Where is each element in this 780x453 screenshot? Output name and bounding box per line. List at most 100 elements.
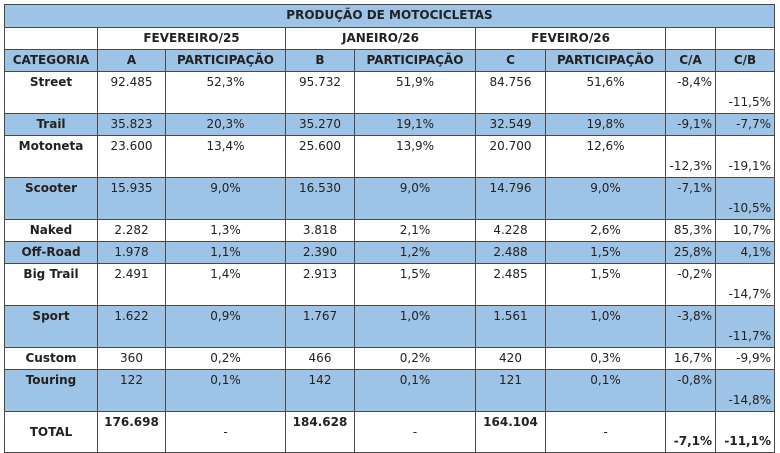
value-cell: 9,0% xyxy=(545,177,666,220)
value-cell: 9,0% xyxy=(165,177,286,220)
value-cell: 1,3% xyxy=(165,219,286,242)
value-cell: 13,9% xyxy=(354,135,476,178)
value-cell: 19,8% xyxy=(545,113,666,136)
value-cell: -8,4% xyxy=(665,71,716,114)
table-row-trail: Trail 35.823 20,3% 35.270 19,1% 32.549 19,8% -9… xyxy=(4,113,775,136)
value-cell: 1.767 xyxy=(285,305,355,348)
value-cell: 32.549 xyxy=(475,113,546,136)
value-cell: 25,8% xyxy=(665,241,716,264)
table-row-sport: Sport 1.622 0,9% 1.767 1,0% 1.561 1,0% -3,8% -11… xyxy=(4,305,775,348)
value-cell: 0,9% xyxy=(165,305,286,348)
value-cell: -7,7% xyxy=(715,113,775,136)
value-cell: 12,6% xyxy=(545,135,666,178)
total-cell: -7,1% xyxy=(665,411,716,453)
value-cell: 0,1% xyxy=(354,369,476,412)
value-cell: 35.823 xyxy=(97,113,166,136)
period-header: JANEIRO/26 xyxy=(285,27,476,50)
column-header: B xyxy=(285,49,355,72)
value-cell: 1,1% xyxy=(165,241,286,264)
value-cell: 1,0% xyxy=(545,305,666,348)
table-row-street: Street 92.485 52,3% 95.732 51,9% 84.756 51,6% -… xyxy=(4,71,775,114)
value-cell: 1,5% xyxy=(545,263,666,306)
category-cell: Off-Road xyxy=(4,241,98,264)
value-cell: 16,7% xyxy=(665,347,716,370)
value-cell: 10,7% xyxy=(715,219,775,242)
total-cell: - xyxy=(545,411,666,453)
value-cell: 51,6% xyxy=(545,71,666,114)
value-cell: 23.600 xyxy=(97,135,166,178)
total-cell: -11,1% xyxy=(715,411,775,453)
value-cell: -9,1% xyxy=(665,113,716,136)
value-cell: 1.978 xyxy=(97,241,166,264)
value-cell: 51,9% xyxy=(354,71,476,114)
value-cell: 2,1% xyxy=(354,219,476,242)
table-row-off-road: Off-Road 1.978 1,1% 2.390 1,2% 2.488 1,5% 25,8%… xyxy=(4,241,775,264)
value-cell: 466 xyxy=(285,347,355,370)
column-header: PARTICIPAÇÃO xyxy=(354,49,476,72)
value-cell: 2.913 xyxy=(285,263,355,306)
value-cell: 14.796 xyxy=(475,177,546,220)
value-cell: -14,8% xyxy=(715,369,775,412)
category-cell: Trail xyxy=(4,113,98,136)
value-cell: 13,4% xyxy=(165,135,286,178)
value-cell: 360 xyxy=(97,347,166,370)
table-row-naked: Naked 2.282 1,3% 3.818 2,1% 4.228 2,6% 85,3% 10,… xyxy=(4,219,775,242)
value-cell: 20,3% xyxy=(165,113,286,136)
value-cell: -11,7% xyxy=(715,305,775,348)
value-cell: 16.530 xyxy=(285,177,355,220)
category-cell: Scooter xyxy=(4,177,98,220)
value-cell: -14,7% xyxy=(715,263,775,306)
value-cell: 2.390 xyxy=(285,241,355,264)
value-cell: 9,0% xyxy=(354,177,476,220)
value-cell: -7,1% xyxy=(665,177,716,220)
value-cell: -3,8% xyxy=(665,305,716,348)
value-cell: 2.488 xyxy=(475,241,546,264)
total-cell: 176.698 xyxy=(97,411,166,453)
category-cell: Custom xyxy=(4,347,98,370)
value-cell: 20.700 xyxy=(475,135,546,178)
value-cell: 2.491 xyxy=(97,263,166,306)
category-cell: Naked xyxy=(4,219,98,242)
value-cell: -10,5% xyxy=(715,177,775,220)
column-header: A xyxy=(97,49,166,72)
value-cell: 3.818 xyxy=(285,219,355,242)
production-table: PRODUÇÃO DE MOTOCICLETAS FEVEREIRO/25 JA… xyxy=(4,4,775,453)
category-cell: Sport xyxy=(4,305,98,348)
column-header: CATEGORIA xyxy=(4,49,98,72)
value-cell: 2.485 xyxy=(475,263,546,306)
value-cell: 142 xyxy=(285,369,355,412)
value-cell: 1,0% xyxy=(354,305,476,348)
value-cell: -9,9% xyxy=(715,347,775,370)
value-cell: -12,3% xyxy=(665,135,716,178)
column-header: PARTICIPAÇÃO xyxy=(545,49,666,72)
value-cell: 1,5% xyxy=(545,241,666,264)
value-cell: -11,5% xyxy=(715,71,775,114)
period-header: FEVEREIRO/25 xyxy=(97,27,286,50)
value-cell: 0,1% xyxy=(545,369,666,412)
value-cell: 0,2% xyxy=(354,347,476,370)
table-row-motoneta: Motoneta 23.600 13,4% 25.600 13,9% 20.700 12,6… xyxy=(4,135,775,178)
value-cell: 92.485 xyxy=(97,71,166,114)
column-header: C/B xyxy=(715,49,775,72)
category-cell: Big Trail xyxy=(4,263,98,306)
value-cell: 52,3% xyxy=(165,71,286,114)
value-cell: 420 xyxy=(475,347,546,370)
value-cell: 19,1% xyxy=(354,113,476,136)
total-label: TOTAL xyxy=(4,411,98,453)
value-cell: 0,2% xyxy=(165,347,286,370)
value-cell: 1,2% xyxy=(354,241,476,264)
value-cell: 121 xyxy=(475,369,546,412)
value-cell: 2,6% xyxy=(545,219,666,242)
table-row-custom: Custom 360 0,2% 466 0,2% 420 0,3% 16,7% -9,9% xyxy=(4,347,775,370)
table-row-touring: Touring 122 0,1% 142 0,1% 121 0,1% -0,8% -14,8% xyxy=(4,369,775,412)
total-cell: - xyxy=(165,411,286,453)
table-row-scooter: Scooter 15.935 9,0% 16.530 9,0% 14.796 9,0% -7,… xyxy=(4,177,775,220)
value-cell: 1.561 xyxy=(475,305,546,348)
value-cell: 0,3% xyxy=(545,347,666,370)
value-cell: 1,4% xyxy=(165,263,286,306)
value-cell: 2.282 xyxy=(97,219,166,242)
value-cell: 0,1% xyxy=(165,369,286,412)
value-cell: 4.228 xyxy=(475,219,546,242)
total-cell: - xyxy=(354,411,476,453)
value-cell: -0,2% xyxy=(665,263,716,306)
